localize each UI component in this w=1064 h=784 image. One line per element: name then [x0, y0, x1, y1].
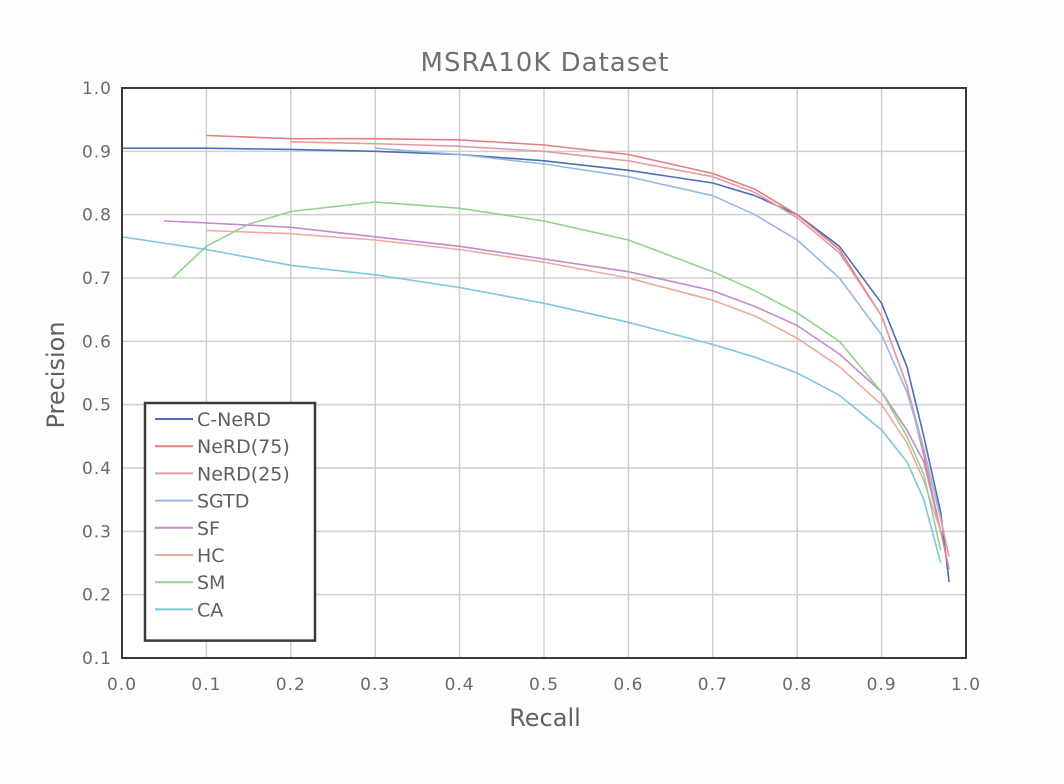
x-tick-label: 0.3: [360, 675, 390, 695]
y-tick-label: 0.7: [82, 269, 112, 289]
x-tick-label: 0.6: [613, 675, 643, 695]
y-axis-label: Precision: [42, 321, 70, 428]
x-tick-label: 0.4: [445, 675, 475, 695]
y-tick-label: 0.3: [82, 522, 112, 542]
series-lines: [121, 134, 950, 583]
legend-label: CA: [197, 599, 223, 621]
y-tick-label: 0.5: [82, 396, 112, 416]
y-tick-label: 0.4: [82, 459, 112, 479]
legend-label: NeRD(75): [197, 436, 290, 458]
chart-title: MSRA10K Dataset: [421, 48, 670, 78]
y-tick-label: 0.1: [82, 649, 112, 669]
series-line-c-nerd: [122, 147, 950, 583]
y-tick-label: 0.8: [82, 206, 112, 226]
legend-box: [143, 401, 317, 642]
x-tick-label: 0.9: [867, 675, 897, 695]
series-line-ca: [121, 236, 942, 564]
series-line-sgtd: [375, 147, 942, 519]
series-line-sf: [164, 220, 942, 532]
x-axis-label: Recall: [509, 704, 581, 732]
legend-label: SF: [197, 518, 220, 540]
x-tick-label: 0.1: [191, 675, 221, 695]
legend: C-NeRD NeRD(75) NeRD(25) SGTD SF HC SM CA: [143, 401, 317, 642]
legend-label: HC: [197, 545, 225, 567]
x-tick-labels: 0.0 0.1 0.2 0.3 0.4 0.5 0.6 0.7 0.8 0.9 1.0: [107, 675, 981, 695]
y-tick-labels: 0.1 0.2 0.3 0.4 0.5 0.6 0.7 0.8 0.9 1.0: [82, 79, 112, 669]
x-tick-label: 0.5: [529, 675, 559, 695]
legend-label: C-NeRD: [197, 409, 271, 431]
x-tick-label: 0.2: [276, 675, 306, 695]
x-tick-label: 1.0: [951, 675, 981, 695]
legend-label: SM: [197, 572, 225, 594]
legend-label: SGTD: [197, 491, 249, 513]
y-tick-label: 1.0: [82, 79, 112, 99]
y-tick-label: 0.2: [82, 586, 112, 606]
y-tick-label: 0.6: [82, 332, 112, 352]
series-line-hc: [206, 229, 942, 532]
x-tick-label: 0.0: [107, 675, 137, 695]
x-tick-label: 0.7: [698, 675, 728, 695]
series-line-sm: [172, 201, 942, 551]
x-tick-label: 0.8: [782, 675, 812, 695]
legend-label: NeRD(25): [197, 463, 290, 485]
plot-frame: [121, 87, 967, 659]
y-tick-label: 0.9: [82, 142, 112, 162]
